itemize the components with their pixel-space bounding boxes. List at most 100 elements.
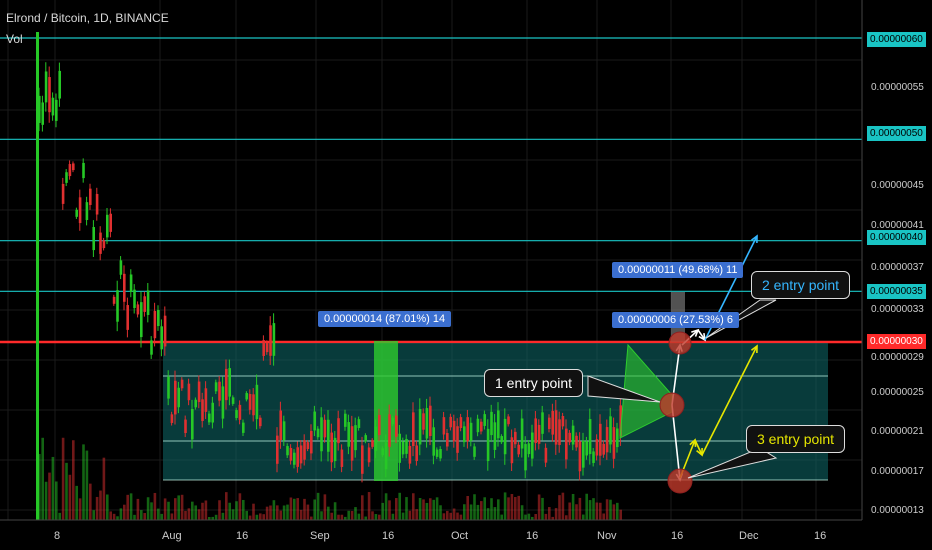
volume-bar <box>473 494 476 520</box>
candle-body <box>126 305 129 330</box>
volume-bar <box>72 440 75 520</box>
volume-bar <box>537 494 541 520</box>
candle-body <box>588 419 592 455</box>
candle-body <box>425 408 429 439</box>
volume-bar <box>551 516 554 520</box>
candle-body <box>303 440 306 460</box>
candle-body <box>500 436 503 443</box>
y-tick-label: 0.00000033 <box>871 304 924 315</box>
candle-body <box>575 435 578 448</box>
candle-body <box>221 386 225 419</box>
candle-body <box>398 433 401 463</box>
volume-bar <box>269 505 272 520</box>
volume-bar <box>201 502 204 520</box>
volume-bar <box>136 498 140 520</box>
candle-body <box>289 447 293 461</box>
candle-body <box>211 402 214 423</box>
volume-bar <box>214 514 218 520</box>
candle-body <box>262 340 265 356</box>
candle-body <box>439 449 442 459</box>
volume-bar <box>129 493 133 520</box>
candle-body <box>204 388 208 412</box>
candle-body <box>208 413 211 423</box>
candle-body <box>503 418 507 455</box>
volume-bar <box>272 500 276 520</box>
volume-bar <box>442 513 446 520</box>
volume-bar <box>228 502 231 520</box>
volume-bar <box>89 483 92 520</box>
volume-bar <box>279 510 282 520</box>
volume-bar <box>544 513 548 520</box>
volume-bar <box>459 514 463 520</box>
x-tick-label: 16 <box>236 530 249 542</box>
volume-bar <box>116 516 119 520</box>
volume-bar <box>180 494 184 520</box>
candle-body <box>616 428 619 448</box>
x-tick-label: Dec <box>739 530 759 542</box>
candle-body <box>140 302 143 338</box>
candle-body <box>609 416 612 445</box>
candle-body <box>333 437 337 462</box>
candle-body <box>197 381 201 403</box>
candle-body <box>469 422 473 441</box>
volume-bar <box>112 513 116 520</box>
volume-bar <box>429 498 432 520</box>
volume-bar <box>51 456 55 520</box>
volume-label: Vol <box>6 32 23 46</box>
candle-body <box>242 422 245 433</box>
candle-body <box>340 449 344 467</box>
candle-body <box>95 193 99 215</box>
volume-bar <box>211 516 214 520</box>
candle-body <box>109 213 112 232</box>
volume-bar <box>262 514 265 520</box>
candle-body <box>201 399 204 421</box>
volume-bar <box>374 514 378 520</box>
volume-bar <box>483 497 486 520</box>
volume-bar <box>191 501 194 520</box>
candle-body <box>592 451 595 463</box>
candle-body <box>408 445 412 464</box>
candle-body <box>381 448 384 456</box>
entry-point-2 <box>668 331 692 355</box>
volume-bar <box>449 512 452 520</box>
candle-body <box>507 416 510 425</box>
candle-body <box>92 227 95 251</box>
volume-bar <box>58 512 61 520</box>
candle-body <box>72 163 75 171</box>
candle-body <box>112 296 116 304</box>
volume-bar <box>435 497 439 520</box>
candle-body <box>391 417 395 425</box>
volume-bar <box>208 516 211 520</box>
volume-bar <box>422 499 425 520</box>
candle-body <box>276 435 279 464</box>
candle-body <box>89 188 92 205</box>
volume-bar <box>486 508 490 520</box>
volume-bar <box>146 497 150 520</box>
volume-bar <box>231 509 235 520</box>
volume-bar <box>476 504 480 520</box>
volume-bar <box>143 513 146 520</box>
volume-bar <box>320 511 323 520</box>
candle-body <box>55 99 58 121</box>
candle-body <box>180 379 184 389</box>
candle-body <box>490 411 493 436</box>
volume-bar <box>123 504 126 520</box>
volume-bar <box>109 511 112 520</box>
volume-bar <box>463 504 466 520</box>
candle-body <box>38 95 41 123</box>
volume-bar <box>225 492 228 520</box>
volume-bar <box>41 437 44 520</box>
candle-body <box>602 443 605 455</box>
candle-body <box>306 442 310 450</box>
volume-bar <box>65 462 68 520</box>
candle-body <box>48 77 51 113</box>
volume-bar <box>221 512 225 520</box>
candle-body <box>449 416 452 428</box>
volume-bar <box>425 502 429 520</box>
volume-bar <box>378 514 381 520</box>
candle-body <box>367 447 371 463</box>
volume-bar <box>255 514 259 520</box>
volume-bar <box>75 485 78 520</box>
volume-bar <box>170 513 174 520</box>
